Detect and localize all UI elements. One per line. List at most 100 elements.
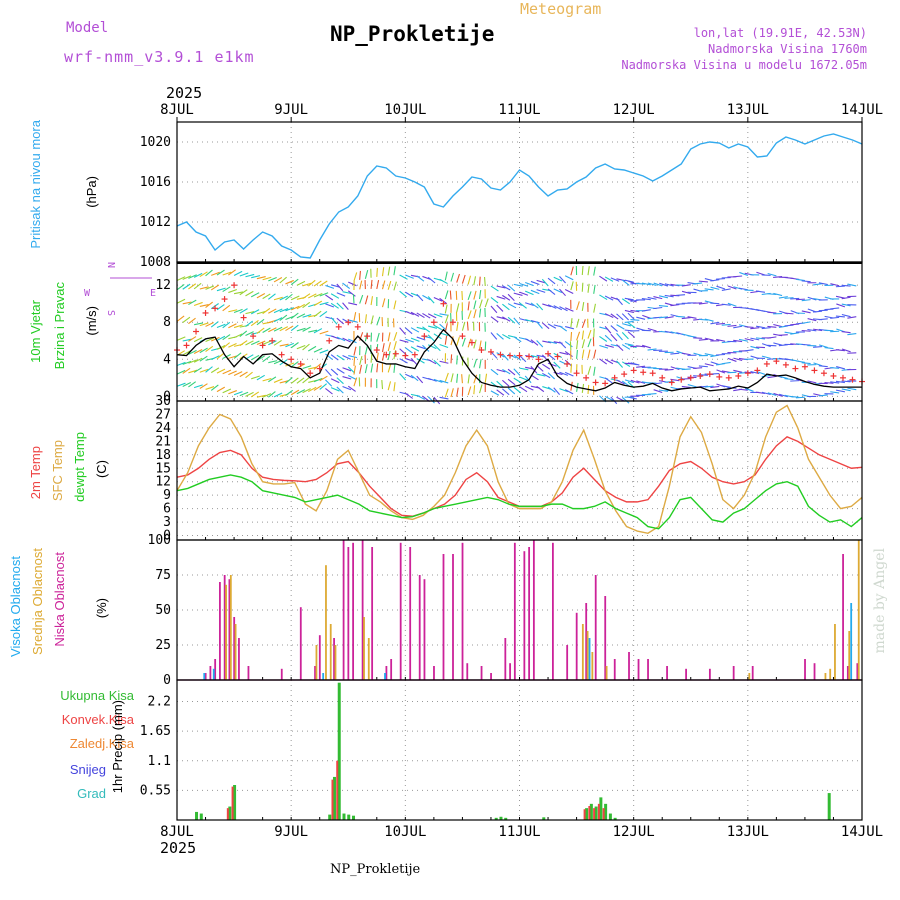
wind-barb <box>795 396 805 399</box>
wind-barb <box>507 387 516 395</box>
wind-barb <box>387 363 392 373</box>
wind-barb <box>547 372 555 380</box>
wind-barb <box>416 293 424 302</box>
wind-axis-title: 10m Vjetar <box>28 300 43 363</box>
cloud-bar-mid <box>848 631 851 680</box>
cloud-bar-low <box>551 542 554 680</box>
wind-barb <box>513 317 521 326</box>
wind-barb <box>285 315 295 320</box>
wind-barb <box>222 388 232 394</box>
wind-barb <box>698 318 708 321</box>
wind-barb <box>710 302 720 305</box>
wind-barb <box>621 279 630 286</box>
wind-barb <box>621 313 630 321</box>
wind-barb <box>267 391 276 398</box>
wind-barb <box>353 365 356 375</box>
wind-barb <box>704 353 714 356</box>
wind-barb <box>553 387 561 395</box>
wind-barb <box>387 342 391 352</box>
wind-barb <box>199 347 208 354</box>
wind-barb <box>416 275 425 282</box>
wind-barb <box>216 323 226 329</box>
wind-barb <box>376 352 379 362</box>
wind-barb <box>744 371 754 374</box>
wind-barb <box>233 291 244 295</box>
wind-barb <box>416 394 426 400</box>
cloud-bar-low <box>504 638 507 680</box>
wind-barb <box>347 385 356 392</box>
wind-barb <box>256 327 265 334</box>
x-tick-label-top: 13JUL <box>727 102 769 118</box>
compass-south: S <box>105 310 116 317</box>
wind-barb <box>647 282 657 286</box>
wind-barb <box>587 266 590 276</box>
temp-y-tick: 3 <box>163 515 171 530</box>
cloud-bar-low <box>361 540 364 680</box>
wind-barb <box>381 351 385 361</box>
wind-barb <box>624 362 634 365</box>
wind-barb <box>416 312 425 319</box>
wind-barb <box>570 381 573 391</box>
wind-barb <box>761 355 771 359</box>
wind-barb <box>530 280 540 286</box>
x-tick-label-bottom: 8JUL <box>160 824 194 840</box>
wind-barb <box>767 375 777 379</box>
wind-barb <box>387 381 392 391</box>
wind-barb <box>256 374 265 381</box>
wind-barb <box>370 296 374 306</box>
wind-barb <box>348 338 357 344</box>
cloud-bar-low <box>732 666 735 680</box>
wind-barb <box>559 276 566 284</box>
wind-barb <box>542 340 552 344</box>
wind-barb <box>721 288 731 291</box>
wind-barb <box>630 379 640 384</box>
wind-barb <box>627 312 635 320</box>
cloud-bar-high <box>212 668 215 680</box>
temp-y-tick: 9 <box>163 488 171 503</box>
wind-barb <box>416 336 426 341</box>
wind-barb <box>547 288 556 296</box>
wind-barb <box>256 394 266 398</box>
wind-barb <box>348 319 358 323</box>
wind-barb <box>285 279 294 285</box>
wind-barb <box>461 321 466 331</box>
cloud-bar-low <box>219 582 221 680</box>
wind-barb <box>222 304 231 312</box>
wind-barb <box>268 376 277 383</box>
wind-barb <box>670 303 680 307</box>
wind-barb <box>744 338 754 342</box>
wind-barb <box>393 281 397 291</box>
wind-barb <box>761 391 771 396</box>
wind-barb <box>530 302 539 309</box>
wind-barb <box>268 277 277 282</box>
wind-barb <box>636 345 646 348</box>
wind-barb <box>710 385 720 389</box>
wind-barb <box>767 293 777 296</box>
precip-bar-conv <box>593 808 596 820</box>
wind-barb <box>176 283 185 291</box>
cloud-axis-high: Visoka Oblacnost <box>8 556 23 657</box>
cloud-bar-low <box>318 635 321 680</box>
wind-barb <box>302 365 312 370</box>
cloud-axis-low: Niska Oblacnost <box>52 552 67 647</box>
wind-barb <box>199 355 208 362</box>
wind-barb <box>813 328 823 332</box>
wind-barb <box>664 368 674 371</box>
wind-barb <box>245 331 254 336</box>
wind-barb <box>473 300 477 310</box>
cloud-bar-mid <box>229 575 232 680</box>
wind-barb <box>801 362 811 365</box>
wind-barb <box>507 316 516 324</box>
wind-barb <box>216 386 226 393</box>
wind-barb <box>444 314 449 324</box>
wind-barb <box>422 294 431 301</box>
wind-barb <box>564 275 574 281</box>
wind-barb <box>210 384 219 391</box>
precip-bar-total <box>347 814 351 820</box>
wind-barb <box>228 390 237 395</box>
wind-barb <box>507 284 516 292</box>
wind-barb <box>364 269 369 279</box>
wind-barb <box>359 270 361 280</box>
wind-barb <box>222 321 231 329</box>
precip-bar-total <box>342 813 346 820</box>
